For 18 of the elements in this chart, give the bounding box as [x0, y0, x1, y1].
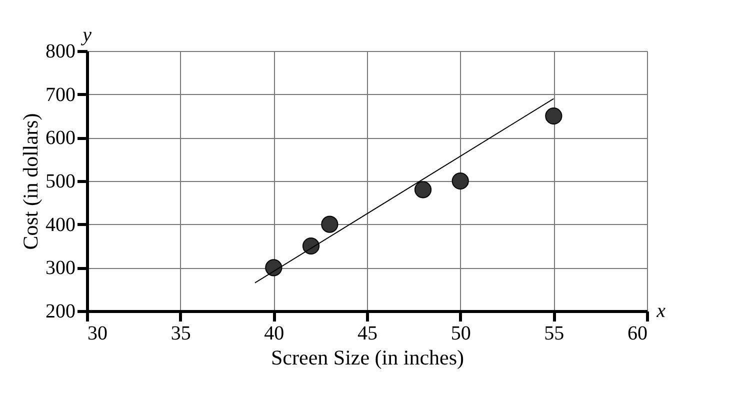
x-tick-label: 30 [88, 322, 108, 344]
y-tick-label: 500 [46, 170, 76, 192]
x-tick-label: 55 [544, 322, 564, 344]
x-tick-label: 45 [358, 322, 378, 344]
y-tick-label: 300 [46, 257, 76, 280]
y-tick-label: 400 [46, 214, 76, 236]
x-tick-label: 35 [170, 322, 191, 344]
y-tick-label: 700 [46, 84, 76, 106]
x-tick-label: 60 [628, 322, 648, 344]
y-tick-label: 600 [46, 127, 76, 150]
x-tick-label: 40 [264, 322, 284, 344]
text: x [656, 300, 666, 322]
x-axis-title: Screen Size (in inches) [270, 346, 464, 370]
text: y [80, 24, 92, 46]
y-axis-title: Cost (in dollars) [18, 113, 42, 250]
y-tick-label: 200 [46, 300, 76, 322]
y-tick-label: 800 [46, 40, 76, 62]
x-tick-label: 50 [450, 322, 471, 344]
